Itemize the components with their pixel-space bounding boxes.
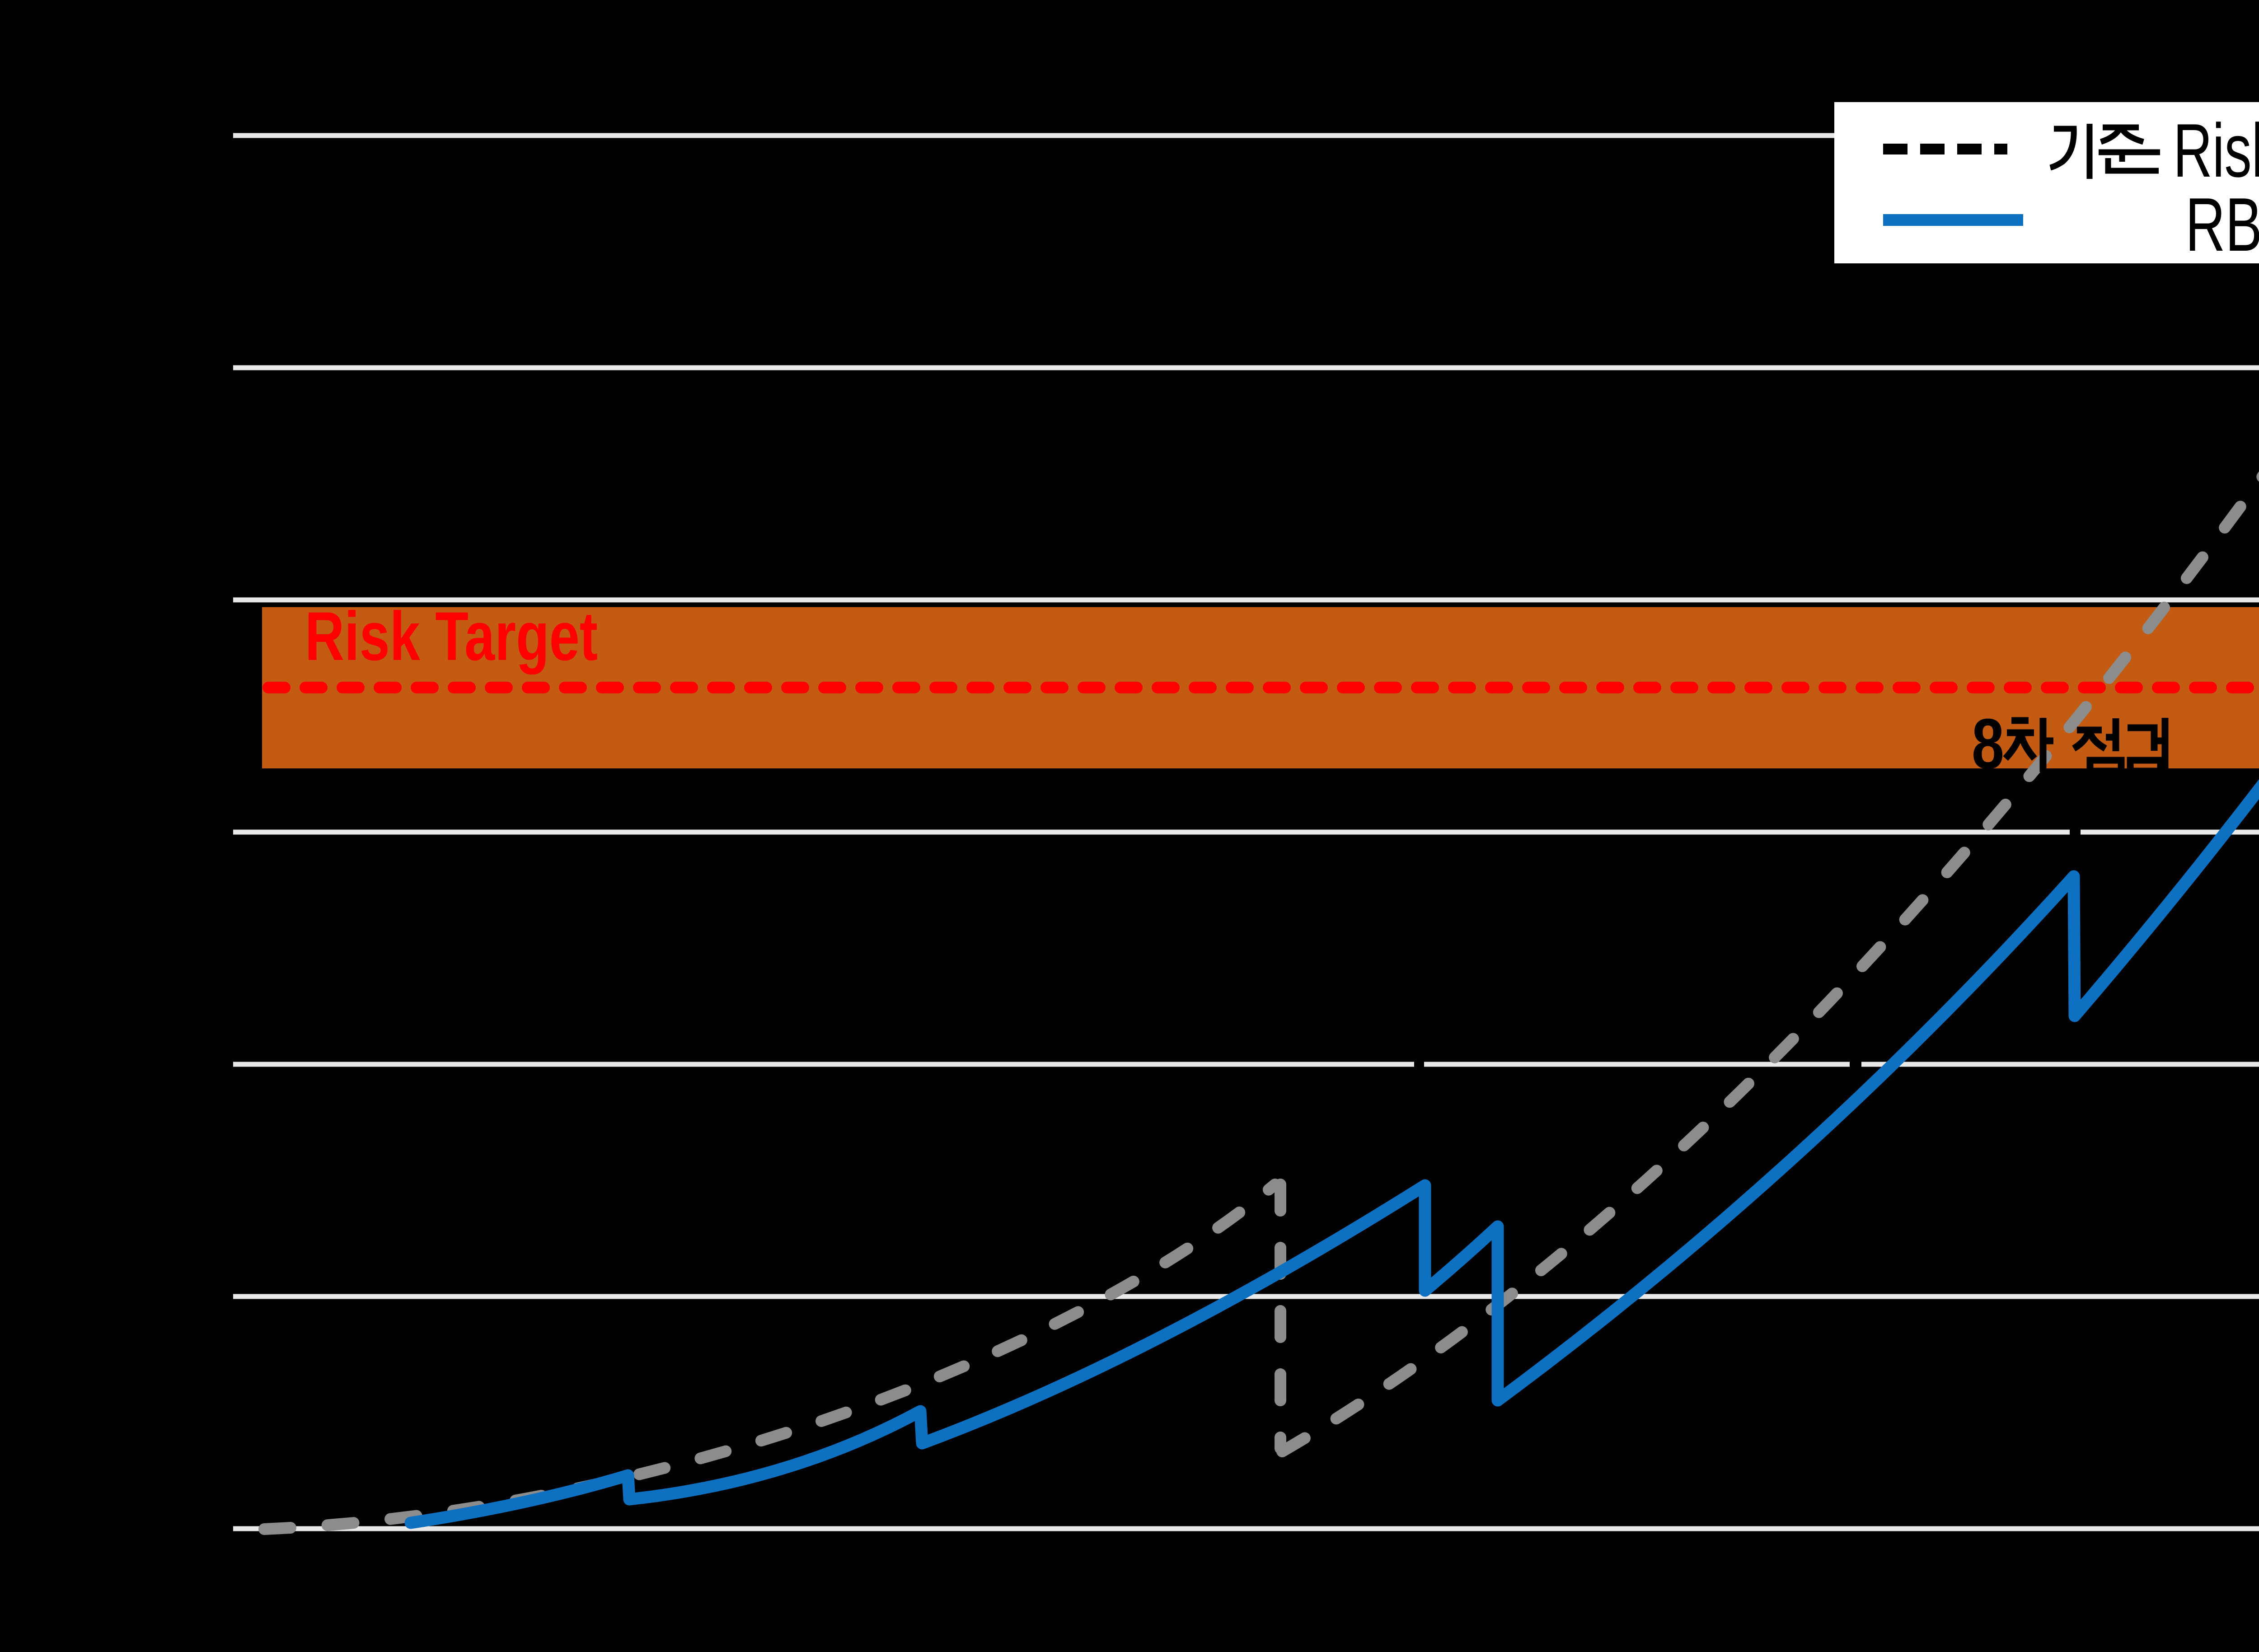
svg-text:RBI Curve: RBI Curve (2185, 182, 2259, 267)
svg-text:8: 8 (1972, 704, 2004, 784)
svg-text:Risk Curve: Risk Curve (2173, 108, 2259, 193)
svg-text:Risk Target: Risk Target (305, 598, 598, 675)
